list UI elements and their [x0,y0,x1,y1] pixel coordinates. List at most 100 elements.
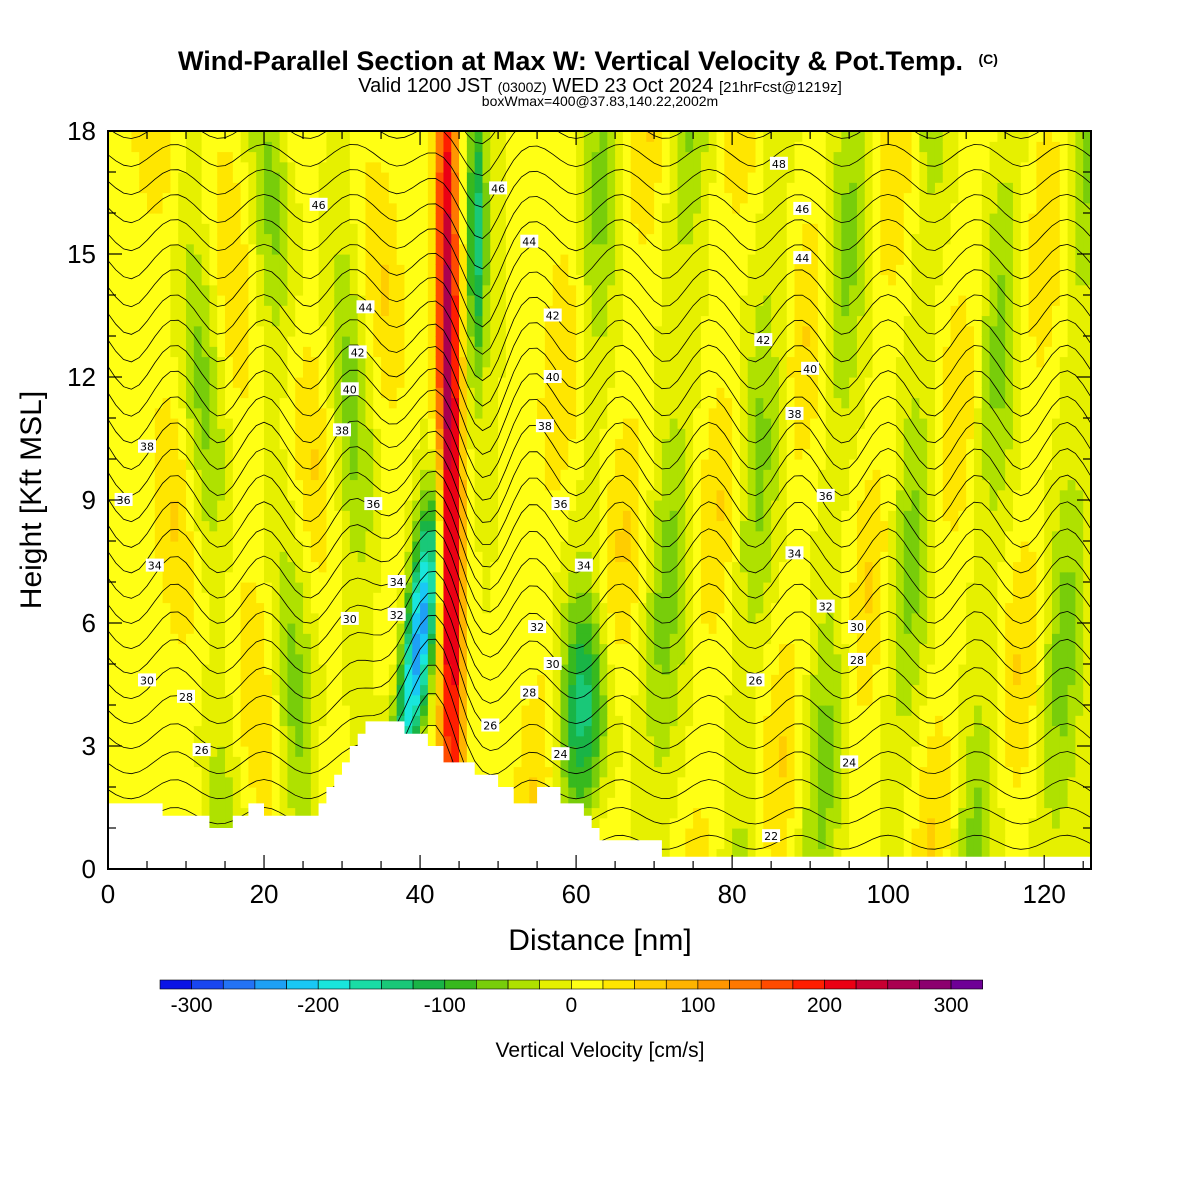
velocity-cell [451,366,460,378]
velocity-cell [154,182,164,194]
velocity-cell [256,233,265,245]
velocity-cell [459,592,468,604]
velocity-cell [568,213,577,224]
velocity-cell [396,131,406,142]
velocity-cell [381,284,390,296]
velocity-cell [615,664,624,675]
velocity-cell [357,561,367,573]
velocity-cell [232,561,242,573]
velocity-cell [147,202,156,214]
velocity-cell [193,797,203,809]
velocity-cell [334,520,343,532]
velocity-cell [201,213,211,224]
velocity-cell [622,643,632,655]
velocity-cell [599,735,608,747]
subtitle-date: WED 23 Oct 2024 [552,75,713,97]
velocity-cell [131,592,140,604]
velocity-cell [388,274,398,286]
velocity-cell [451,735,460,747]
velocity-cell [404,161,413,173]
velocity-cell [217,141,226,153]
velocity-cell [373,336,382,347]
velocity-cell [209,305,218,317]
velocity-cell [310,664,320,675]
velocity-cell [482,213,491,224]
velocity-cell [576,489,585,501]
velocity-cell [420,623,429,634]
velocity-cell [599,295,608,306]
velocity-cell [154,428,164,440]
velocity-cell [560,623,569,634]
velocity-cell [607,684,616,696]
velocity-cell [591,653,601,665]
velocity-cell [521,325,530,337]
velocity-cell [513,325,523,337]
velocity-cell [217,182,226,194]
velocity-cell [154,623,164,634]
velocity-cell [381,623,390,634]
velocity-cell [131,643,140,655]
velocity-cell [123,735,132,747]
velocity-cell [498,407,507,419]
velocity-cell [349,315,359,327]
velocity-cell [365,274,374,286]
velocity-cell [427,653,437,665]
velocity-cell [521,592,530,604]
velocity-cell [552,479,562,491]
velocity-cell [264,172,273,183]
velocity-cell [303,356,312,368]
velocity-cell [591,295,601,306]
velocity-cell [420,612,429,624]
velocity-cell [537,479,546,491]
velocity-cell [147,582,156,593]
velocity-cell [420,336,429,347]
velocity-cell [264,602,273,614]
velocity-cell [256,623,265,634]
velocity-cell [217,284,226,296]
velocity-cell [170,530,179,542]
velocity-cell [115,325,125,337]
velocity-cell [404,254,413,265]
velocity-cell [154,541,164,552]
velocity-cell [154,243,164,255]
velocity-cell [396,397,406,409]
velocity-cell [459,705,468,716]
velocity-cell [256,776,265,788]
velocity-cell [123,407,132,419]
velocity-cell [521,172,530,183]
velocity-cell [310,674,320,686]
velocity-cell [310,643,320,655]
velocity-cell [388,407,398,419]
velocity-cell [435,674,445,686]
velocity-cell [209,541,218,552]
velocity-cell [529,469,538,481]
velocity-cell [287,530,296,542]
velocity-cell [365,510,374,522]
velocity-cell [264,295,273,306]
velocity-cell [482,141,491,153]
velocity-cell [357,387,367,399]
velocity-cell [217,161,226,173]
velocity-cell [147,141,156,153]
velocity-cell [193,602,203,614]
velocity-cell [482,397,491,409]
velocity-cell [466,592,476,604]
velocity-cell [342,489,351,501]
velocity-cell [427,602,437,614]
velocity-cell [622,797,632,809]
velocity-cell [373,172,382,183]
velocity-cell [162,172,172,183]
velocity-cell [342,469,351,481]
velocity-cell [334,664,343,675]
velocity-cell [490,571,499,583]
velocity-cell [537,428,546,440]
velocity-cell [154,766,164,778]
velocity-cell [373,223,382,235]
velocity-cell [318,325,328,337]
velocity-cell [451,664,460,675]
velocity-cell [638,500,647,511]
velocity-cell [209,438,218,450]
velocity-cell [264,674,273,686]
velocity-cell [186,469,195,481]
velocity-cell [279,643,289,655]
